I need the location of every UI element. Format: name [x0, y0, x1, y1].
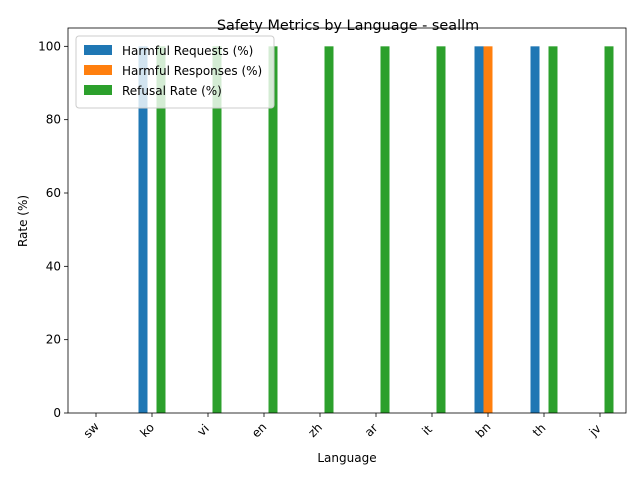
legend-label: Refusal Rate (%) [122, 84, 222, 98]
bar-th-series-2 [548, 46, 558, 413]
bar-vi-series-2 [212, 46, 222, 413]
plot-frame [67, 27, 627, 414]
y-tick-label: 100 [38, 39, 61, 53]
x-tick-label: ko [137, 420, 157, 440]
x-axis-label: Language [317, 451, 376, 465]
y-tick-label: 20 [46, 333, 61, 347]
x-tick-label: zh [305, 420, 325, 440]
legend-box [75, 35, 275, 109]
bar-it-series-2 [436, 46, 446, 413]
x-tick-label: sw [81, 419, 102, 440]
x-tick-label: ar [362, 421, 381, 440]
bar-en-series-2 [268, 46, 278, 413]
legend-swatch [84, 45, 112, 55]
bar-bn-series-1 [483, 46, 493, 413]
bar-jv-series-2 [604, 46, 614, 413]
x-tick-label: bn [473, 420, 494, 441]
x-tick-label: th [530, 421, 549, 440]
x-tick-label: jv [586, 422, 604, 440]
y-tick-label: 80 [46, 113, 61, 127]
y-tick-label: 0 [53, 406, 61, 420]
x-tick-label: en [249, 420, 270, 441]
bar-bn-series-0 [474, 46, 484, 413]
bar-zh-series-2 [324, 46, 334, 413]
y-tick-label: 60 [46, 186, 61, 200]
bar-th-series-0 [530, 46, 540, 413]
chart-title: Safety Metrics by Language - seallm [217, 18, 479, 34]
legend-label: Harmful Responses (%) [122, 64, 262, 78]
bar-ko-series-0 [138, 46, 148, 413]
x-tick-label: vi [195, 422, 212, 439]
legend-swatch [84, 65, 112, 75]
y-tick-label: 40 [46, 259, 61, 273]
y-axis-ticks: 0 20 40 60 80 100 [38, 39, 68, 420]
legend-swatch [84, 85, 112, 95]
bar-ko-series-2 [156, 46, 166, 413]
y-axis-label: Rate (%) [16, 195, 30, 247]
bar-ar-series-2 [380, 46, 390, 413]
x-axis-ticks: sw ko vi en zh ar it bn th jv [81, 413, 604, 441]
bars-group [138, 46, 614, 413]
legend-label: Harmful Requests (%) [122, 44, 253, 58]
legend: Harmful Requests (%) Harmful Responses (%… [75, 35, 275, 109]
x-tick-label: it [419, 422, 435, 438]
